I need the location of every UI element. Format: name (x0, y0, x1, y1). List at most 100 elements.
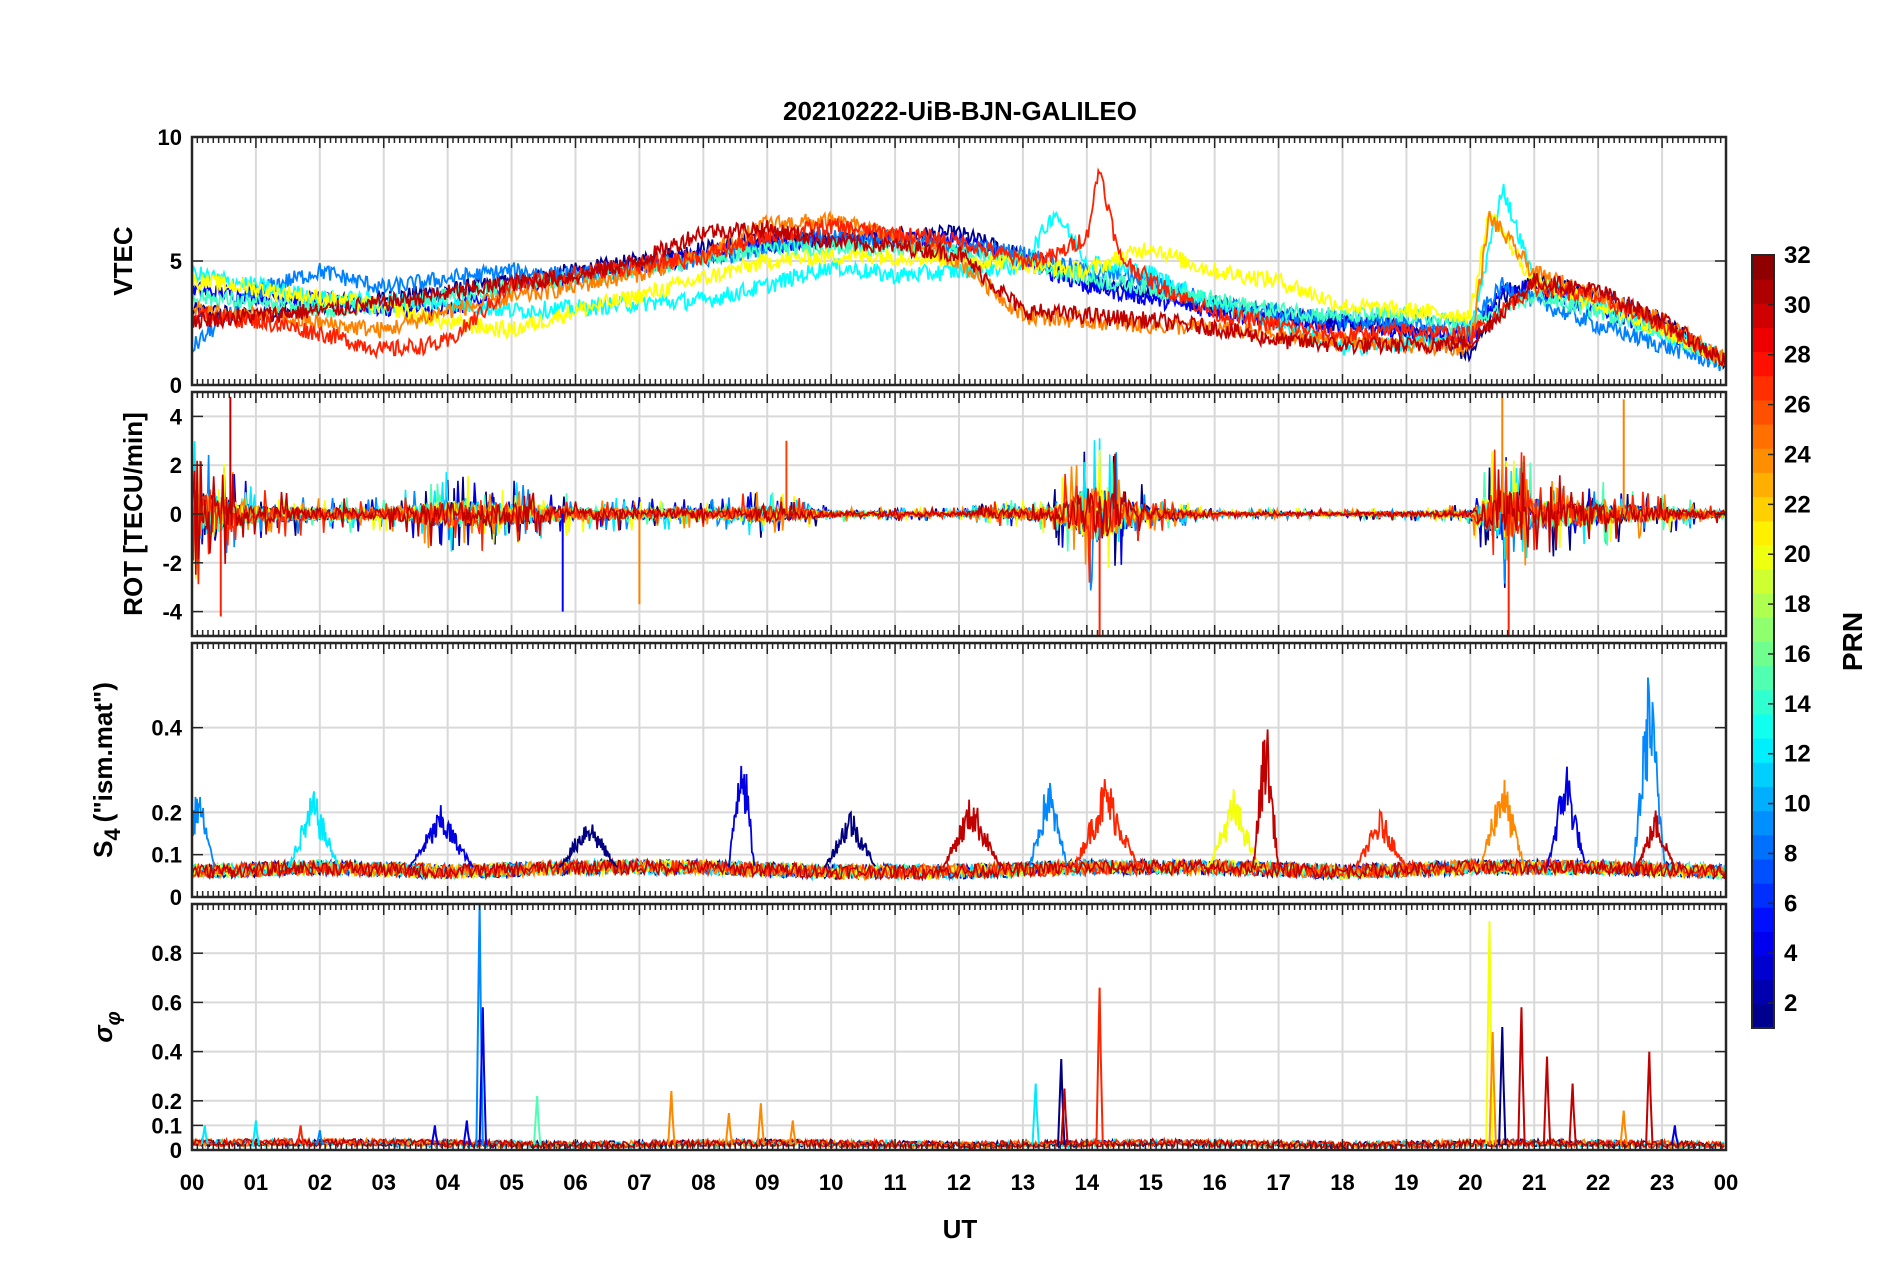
colorbar-step (1752, 375, 1774, 401)
colorbar-step (1752, 424, 1774, 449)
s4-burst-prn9 (1028, 782, 1068, 868)
y-axis-label-rot: ROT [TECU/min] (118, 412, 148, 616)
sigma-spike-prn24 (1619, 1110, 1628, 1146)
sigma-spike-prn4 (462, 1120, 472, 1146)
s4-burst-prn30 (942, 799, 1001, 868)
s4-burst-prn4 (728, 765, 756, 868)
colorbar-tick-label: 26 (1784, 392, 1811, 419)
s4-burst-prn30 (1635, 810, 1675, 868)
x-tick-label: 16 (1202, 1170, 1226, 1195)
colorbar-step (1752, 279, 1774, 304)
y-tick-label: 0.2 (151, 1089, 182, 1114)
vtec-series-prn30 (192, 220, 1726, 366)
x-tick-label: 10 (819, 1170, 843, 1195)
colorbar-tick-label: 16 (1784, 641, 1811, 668)
vtec-series-prn27 (192, 167, 1726, 367)
colorbar-tick-label: 28 (1784, 342, 1811, 369)
colorbar-step (1752, 762, 1774, 787)
colorbar-tick-label: 24 (1784, 441, 1811, 468)
y-tick-label: 4 (170, 404, 183, 429)
colorbar-step (1752, 569, 1774, 594)
colorbar-tick-label: 12 (1784, 741, 1811, 768)
colorbar-step (1752, 883, 1774, 908)
s4-burst-prn1 (558, 824, 618, 868)
y-tick-label: 0.8 (151, 941, 182, 966)
colorbar-step (1752, 931, 1774, 957)
y-tick-label: 0.1 (151, 1113, 182, 1138)
panel-rot: -4 -2 0 2 4 ROT [TECU/min] (118, 390, 1728, 638)
colorbar-step (1752, 641, 1774, 667)
sigma-spike-prn30 (1568, 1083, 1577, 1146)
x-tick-label: 06 (563, 1170, 587, 1195)
sigma-spike-prn24 (667, 1090, 676, 1146)
s4-burst-prn30 (1252, 729, 1280, 868)
s4-burst-prn27 (1073, 778, 1139, 868)
data-layer (192, 392, 1726, 636)
colorbar-tick-label: 8 (1784, 840, 1797, 867)
sigma-spike-prn24 (724, 1113, 734, 1146)
s4-burst-prn20 (1207, 789, 1260, 868)
colorbar-step (1752, 593, 1774, 618)
sigma-spike-prn12 (200, 1125, 209, 1146)
colorbar-step (1752, 327, 1774, 353)
sigma-spike-prn15 (532, 1095, 542, 1146)
sigma-spike-prn12 (251, 1120, 261, 1146)
s4-burst-prn4 (1546, 766, 1586, 868)
sigma-spike-prn30 (1517, 1007, 1526, 1146)
colorbar-step (1752, 496, 1774, 522)
x-tick-label: 18 (1330, 1170, 1354, 1195)
gridlines (192, 643, 1726, 898)
sigma-spike-prn12 (1031, 1083, 1040, 1146)
colorbar-step (1752, 955, 1774, 981)
s4-burst-prn27 (1354, 808, 1407, 868)
data-layer (192, 167, 1726, 372)
x-tick-label: 12 (947, 1170, 971, 1195)
x-tick-label: 05 (499, 1170, 523, 1195)
colorbar-step (1752, 689, 1774, 715)
x-tick-label: 19 (1394, 1170, 1418, 1195)
sigma-spike-prn24 (1488, 1031, 1497, 1146)
y-tick-label: 0.2 (151, 800, 182, 825)
colorbar-tick-label: 32 (1784, 242, 1811, 269)
colorbar-tick-label: 4 (1784, 940, 1798, 967)
s4-burst-prn9 (1632, 677, 1666, 868)
sigma-spike-prn27 (1095, 987, 1104, 1146)
colorbar-step (1752, 786, 1774, 812)
x-tick-label: 02 (308, 1170, 332, 1195)
x-tick-label: 21 (1522, 1170, 1546, 1195)
sigma-spike-prn24 (788, 1120, 797, 1146)
y-tick-label: -4 (162, 600, 182, 625)
gridlines (192, 904, 1726, 1151)
sigma-spike-prn9 (315, 1130, 324, 1146)
colorbar-step (1752, 713, 1774, 739)
s4-burst-prn12 (287, 791, 340, 868)
chart-title: 20210222-UiB-BJN-GALILEO (783, 96, 1137, 126)
y-tick-label: 0 (170, 502, 182, 527)
x-tick-label: 23 (1650, 1170, 1674, 1195)
colorbar-step (1752, 472, 1774, 498)
y-tick-label: 10 (158, 125, 182, 150)
x-tick-label: 20 (1458, 1170, 1482, 1195)
panel-sigma_phi: 00.10.2 0.4 0.6 0.8 σφ (88, 902, 1728, 1163)
y-tick-label: 0.4 (151, 716, 182, 741)
x-tick-label: 11 (883, 1170, 906, 1195)
x-tick-label: 08 (691, 1170, 715, 1195)
colorbar-step (1752, 544, 1774, 570)
x-tick-labels: 00 01 02 03 04 05 06 07 08 09 10 11 12 13 14 15 16 17 18 19… (180, 1170, 1738, 1195)
y-tick-label: 0.1 (151, 843, 182, 868)
colorbar-tick-label: 30 (1784, 292, 1811, 319)
y-tick-label: 0.4 (151, 1040, 182, 1065)
colorbar-step (1752, 810, 1774, 836)
s4-burst-prn4 (408, 805, 474, 868)
colorbar-frame (1751, 254, 1775, 1029)
colorbar-step (1752, 907, 1774, 932)
colorbar-step (1752, 834, 1774, 860)
colorbar-step (1752, 1003, 1774, 1029)
sigma-spike-prn24 (756, 1103, 766, 1146)
x-tick-label: 15 (1139, 1170, 1163, 1195)
data-layer (192, 677, 1726, 882)
colorbar-tick-label: 18 (1784, 591, 1811, 618)
y-tick-label: 0 (170, 1138, 182, 1163)
